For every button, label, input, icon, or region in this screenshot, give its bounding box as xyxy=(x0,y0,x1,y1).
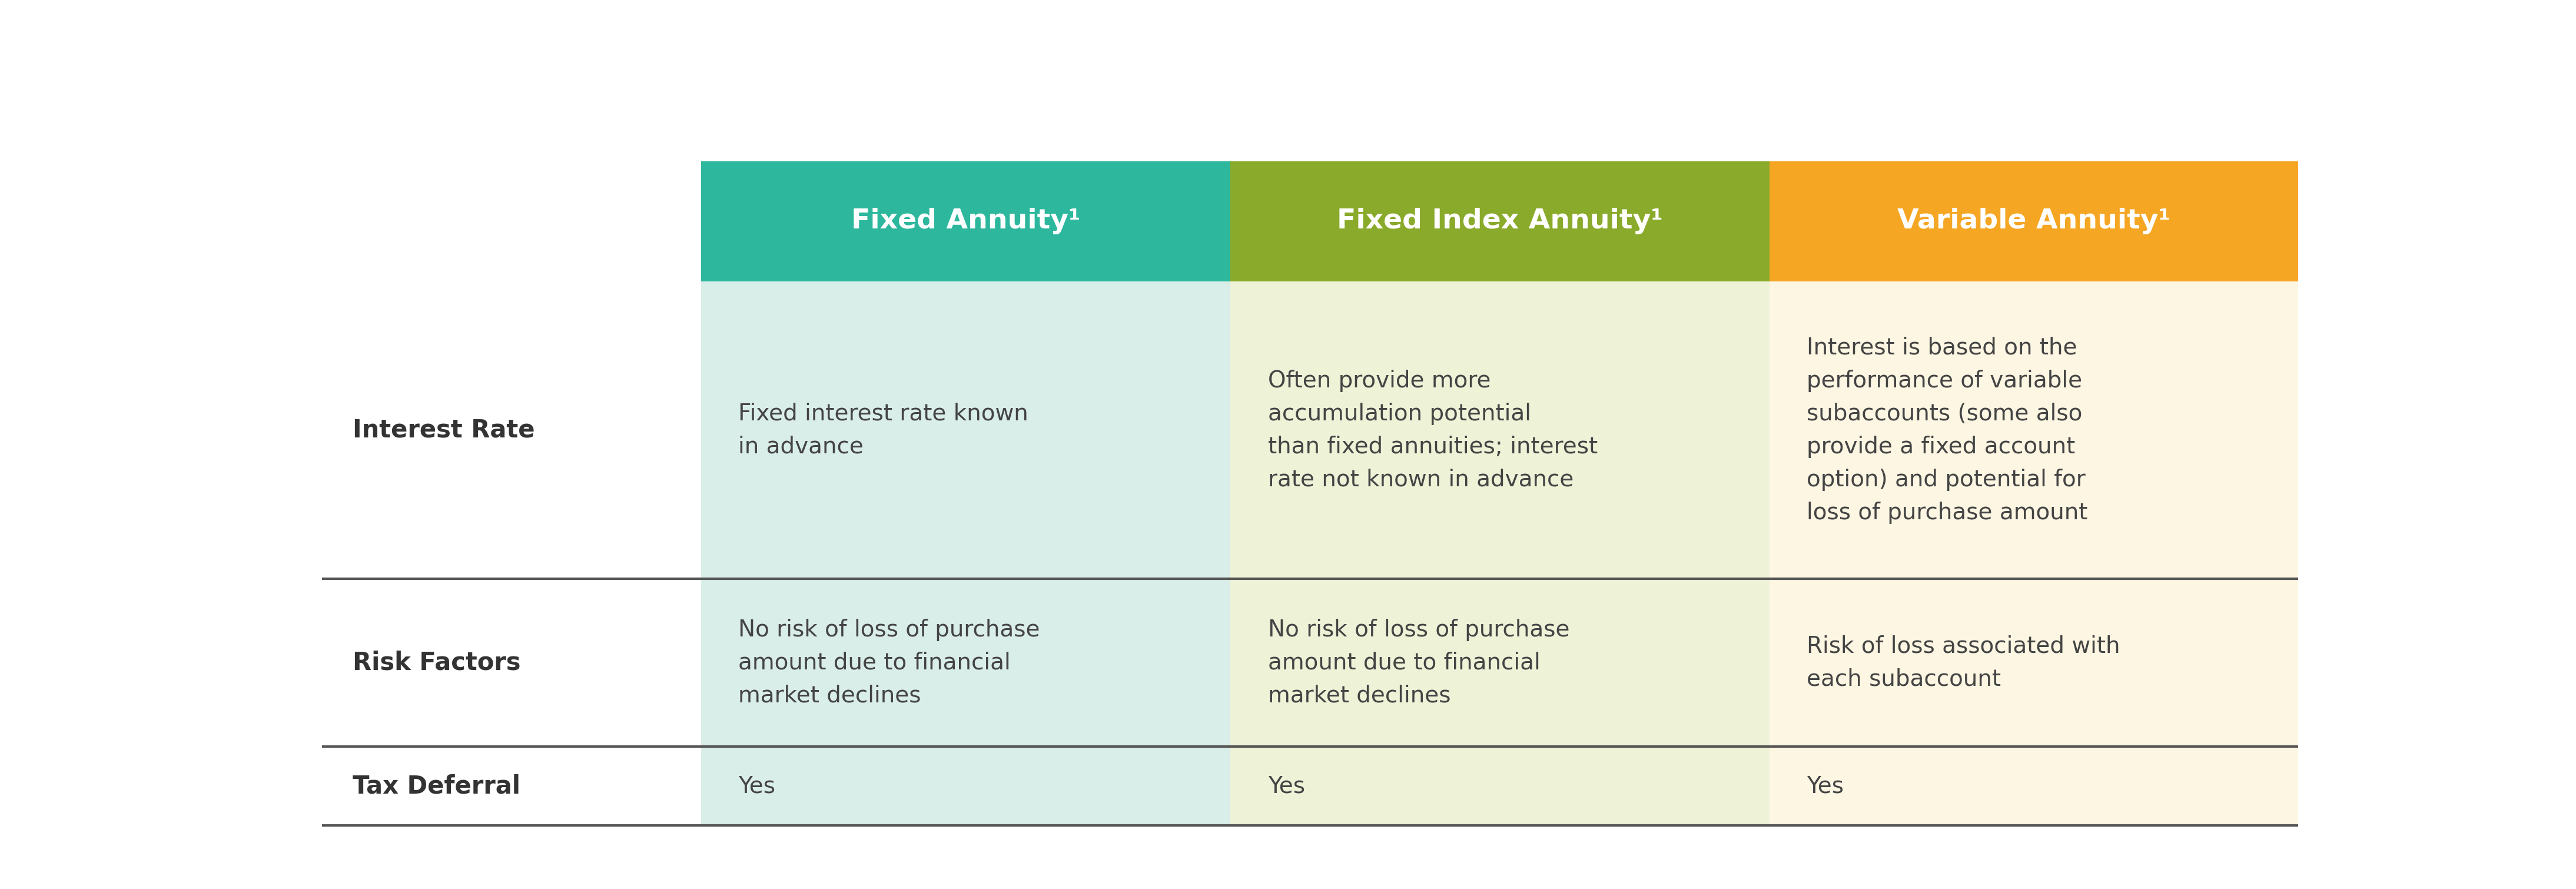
Bar xyxy=(701,162,1231,281)
Bar xyxy=(1231,579,1770,747)
Bar xyxy=(701,747,1231,826)
Text: Variable Annuity¹: Variable Annuity¹ xyxy=(1899,208,2172,235)
Text: Fixed Index Annuity¹: Fixed Index Annuity¹ xyxy=(1337,208,1664,235)
Text: No risk of loss of purchase
amount due to financial
market declines: No risk of loss of purchase amount due t… xyxy=(1267,619,1569,707)
Text: Yes: Yes xyxy=(1806,775,1844,797)
Text: No risk of loss of purchase
amount due to financial
market declines: No risk of loss of purchase amount due t… xyxy=(739,619,1041,707)
Bar xyxy=(1770,281,2298,579)
Text: Interest is based on the
performance of variable
subaccounts (some also
provide : Interest is based on the performance of … xyxy=(1806,337,2087,524)
Bar xyxy=(701,579,1231,747)
Text: Tax Deferral: Tax Deferral xyxy=(353,773,520,798)
Text: Risk Factors: Risk Factors xyxy=(353,651,520,676)
Text: Yes: Yes xyxy=(1267,775,1306,797)
Bar xyxy=(1770,579,2298,747)
Text: Often provide more
accumulation potential
than fixed annuities; interest
rate no: Often provide more accumulation potentia… xyxy=(1267,370,1597,491)
Text: Interest Rate: Interest Rate xyxy=(353,418,536,443)
Bar xyxy=(1231,747,1770,826)
Text: Yes: Yes xyxy=(739,775,775,797)
Text: Risk of loss associated with
each subaccount: Risk of loss associated with each subacc… xyxy=(1806,635,2120,691)
Bar xyxy=(1770,162,2298,281)
Bar xyxy=(1770,747,2298,826)
Text: Fixed interest rate known
in advance: Fixed interest rate known in advance xyxy=(739,403,1028,458)
Bar xyxy=(1231,281,1770,579)
Text: Fixed Annuity¹: Fixed Annuity¹ xyxy=(850,208,1079,235)
Bar xyxy=(1231,162,1770,281)
Bar xyxy=(701,281,1231,579)
